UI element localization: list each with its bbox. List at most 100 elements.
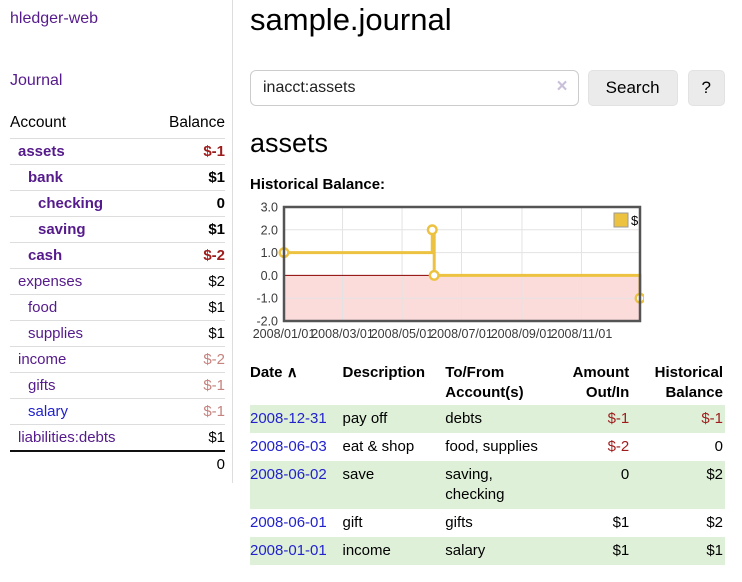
clear-search-icon[interactable]: ×	[556, 76, 568, 97]
search-button[interactable]: Search	[587, 70, 678, 106]
transaction-date-link[interactable]: 2008-12-31	[250, 410, 327, 427]
accounts-header-row: Account Balance	[10, 111, 225, 139]
x-tick-label: 2008/03/01	[311, 327, 374, 341]
y-tick-label: -2.0	[256, 315, 278, 329]
legend-swatch	[613, 212, 629, 228]
account-row: food $1	[10, 294, 225, 321]
account-link[interactable]: income	[18, 351, 67, 368]
transaction-balance: $2	[706, 466, 723, 483]
accounts-header-balance: Balance	[168, 114, 225, 131]
help-button[interactable]: ?	[687, 70, 725, 106]
account-name-cell: gifts	[10, 373, 150, 399]
transaction-description: pay off	[342, 410, 388, 427]
page: hledger-web Journal Account Balance asse…	[10, 0, 725, 565]
x-tick-label: 2008/05/01	[371, 327, 434, 341]
transaction-accounts: gifts	[445, 514, 473, 531]
transaction-date-link[interactable]: 2008-06-02	[250, 466, 327, 483]
account-name-cell: income	[10, 347, 150, 373]
y-tick-label: 3.0	[261, 202, 278, 215]
account-balance: $1	[208, 299, 225, 316]
plot-border	[282, 205, 642, 323]
transaction-row: 2008-06-02 save saving, checking 0 $2	[250, 461, 725, 509]
account-row: salary $-1	[10, 398, 225, 425]
transaction-amount: $-2	[607, 438, 630, 455]
account-link[interactable]: bank	[28, 169, 64, 186]
account-balance: $-1	[203, 143, 225, 160]
balance-chart: $3.0 2.0 1.0 0.0 -1.0 -2.0 2008/01/01 2008/03/0…	[250, 202, 725, 345]
transaction-row: 2008-06-03 eat & shop food, supplies $-2 0	[250, 433, 725, 461]
account-name-cell: bank	[10, 165, 150, 191]
account-balance: $1	[208, 325, 225, 342]
transaction-date-cell: 2008-06-02	[250, 461, 342, 509]
account-link[interactable]: cash	[28, 247, 63, 264]
account-name-cell: food	[10, 295, 150, 321]
transaction-date-cell: 2008-12-31	[250, 405, 342, 433]
account-balance: $-1	[203, 403, 225, 420]
transaction-date-cell: 2008-06-01	[250, 509, 342, 537]
register-header-date[interactable]: Date ∧	[250, 364, 298, 381]
chart-label: Historical Balance:	[250, 176, 386, 193]
transaction-date-link[interactable]: 2008-01-01	[250, 542, 327, 559]
balance-chart-svg: $3.0 2.0 1.0 0.0 -1.0 -2.02008/01/012008/03/0…	[253, 202, 644, 341]
data-point-marker	[428, 269, 440, 281]
account-balance: $-1	[203, 377, 225, 394]
search-input[interactable]	[250, 70, 579, 106]
account-name-cell: liabilities:debts	[10, 425, 150, 452]
main-content: sample.journal × Search ? assets Histori…	[233, 0, 725, 565]
account-row: assets $-1	[10, 138, 225, 165]
transaction-accounts: food, supplies	[445, 438, 538, 455]
account-row: checking 0	[10, 190, 225, 217]
account-row: income $-2	[10, 346, 225, 373]
transaction-balance: $1	[706, 542, 723, 559]
app-title: hledger-web	[10, 10, 225, 28]
account-link[interactable]: food	[28, 299, 58, 316]
account-balance: 0	[216, 195, 225, 212]
account-link[interactable]: supplies	[28, 325, 84, 342]
transaction-accounts: salary	[445, 542, 486, 559]
transaction-date-link[interactable]: 2008-06-03	[250, 438, 327, 455]
account-link[interactable]: saving	[38, 221, 86, 238]
y-tick-label: 1.0	[261, 246, 278, 260]
account-row: expenses $2	[10, 268, 225, 295]
accounts-total-value: 0	[150, 450, 225, 477]
x-tick-label: 2008/11/01	[551, 327, 613, 341]
account-balance: $-2	[203, 351, 225, 368]
sort-ascending-icon: ∧	[286, 364, 298, 381]
page-title: sample.journal	[250, 2, 452, 37]
x-tick-label: 2008/07/01	[430, 327, 493, 341]
account-row: bank $1	[10, 164, 225, 191]
account-balance: $2	[208, 273, 225, 290]
y-tick-label: -1.0	[256, 292, 278, 306]
transaction-description: gift	[342, 514, 363, 531]
register-header-balance[interactable]: Historical Balance	[654, 364, 723, 401]
x-tick-label: 2008/01/01	[253, 327, 316, 341]
transaction-date-cell: 2008-01-01	[250, 537, 342, 565]
account-name-cell: checking	[10, 191, 150, 217]
register-header-amount[interactable]: Amount Out/In	[572, 364, 630, 401]
search-field-wrap: ×	[250, 70, 579, 106]
transaction-description: income	[342, 542, 391, 559]
account-name-cell: saving	[10, 217, 150, 243]
register-header-row: Date ∧ Description To/From Account(s) Am…	[250, 361, 725, 405]
register-header-description[interactable]: Description	[342, 364, 425, 381]
transaction-date-link[interactable]: 2008-06-01	[250, 514, 327, 531]
transaction-description: eat & shop	[342, 438, 415, 455]
accounts-header-account: Account	[10, 114, 67, 131]
transaction-accounts: debts	[445, 410, 482, 427]
account-link[interactable]: assets	[18, 143, 65, 160]
transaction-balance: $-1	[701, 410, 723, 427]
account-row: liabilities:debts $1	[10, 424, 225, 452]
x-tick-label: 2008/09/01	[491, 327, 554, 341]
account-balance: $1	[208, 429, 225, 446]
app-title-link[interactable]: hledger-web	[10, 10, 99, 27]
transaction-description: save	[342, 466, 375, 483]
register-header-accounts[interactable]: To/From Account(s)	[445, 364, 524, 401]
journal-link[interactable]: Journal	[10, 72, 63, 89]
account-link[interactable]: salary	[28, 403, 69, 420]
account-link[interactable]: checking	[38, 195, 104, 212]
account-link[interactable]: liabilities:debts	[18, 429, 116, 446]
account-link[interactable]: expenses	[18, 273, 83, 290]
transaction-amount: 0	[620, 466, 630, 483]
account-link[interactable]: gifts	[28, 377, 56, 394]
account-row: saving $1	[10, 216, 225, 243]
